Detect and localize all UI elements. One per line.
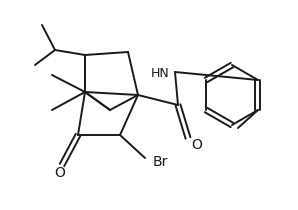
Text: HN: HN [151, 67, 170, 80]
Text: O: O [191, 138, 202, 152]
Text: O: O [55, 166, 66, 180]
Text: Br: Br [153, 155, 168, 169]
